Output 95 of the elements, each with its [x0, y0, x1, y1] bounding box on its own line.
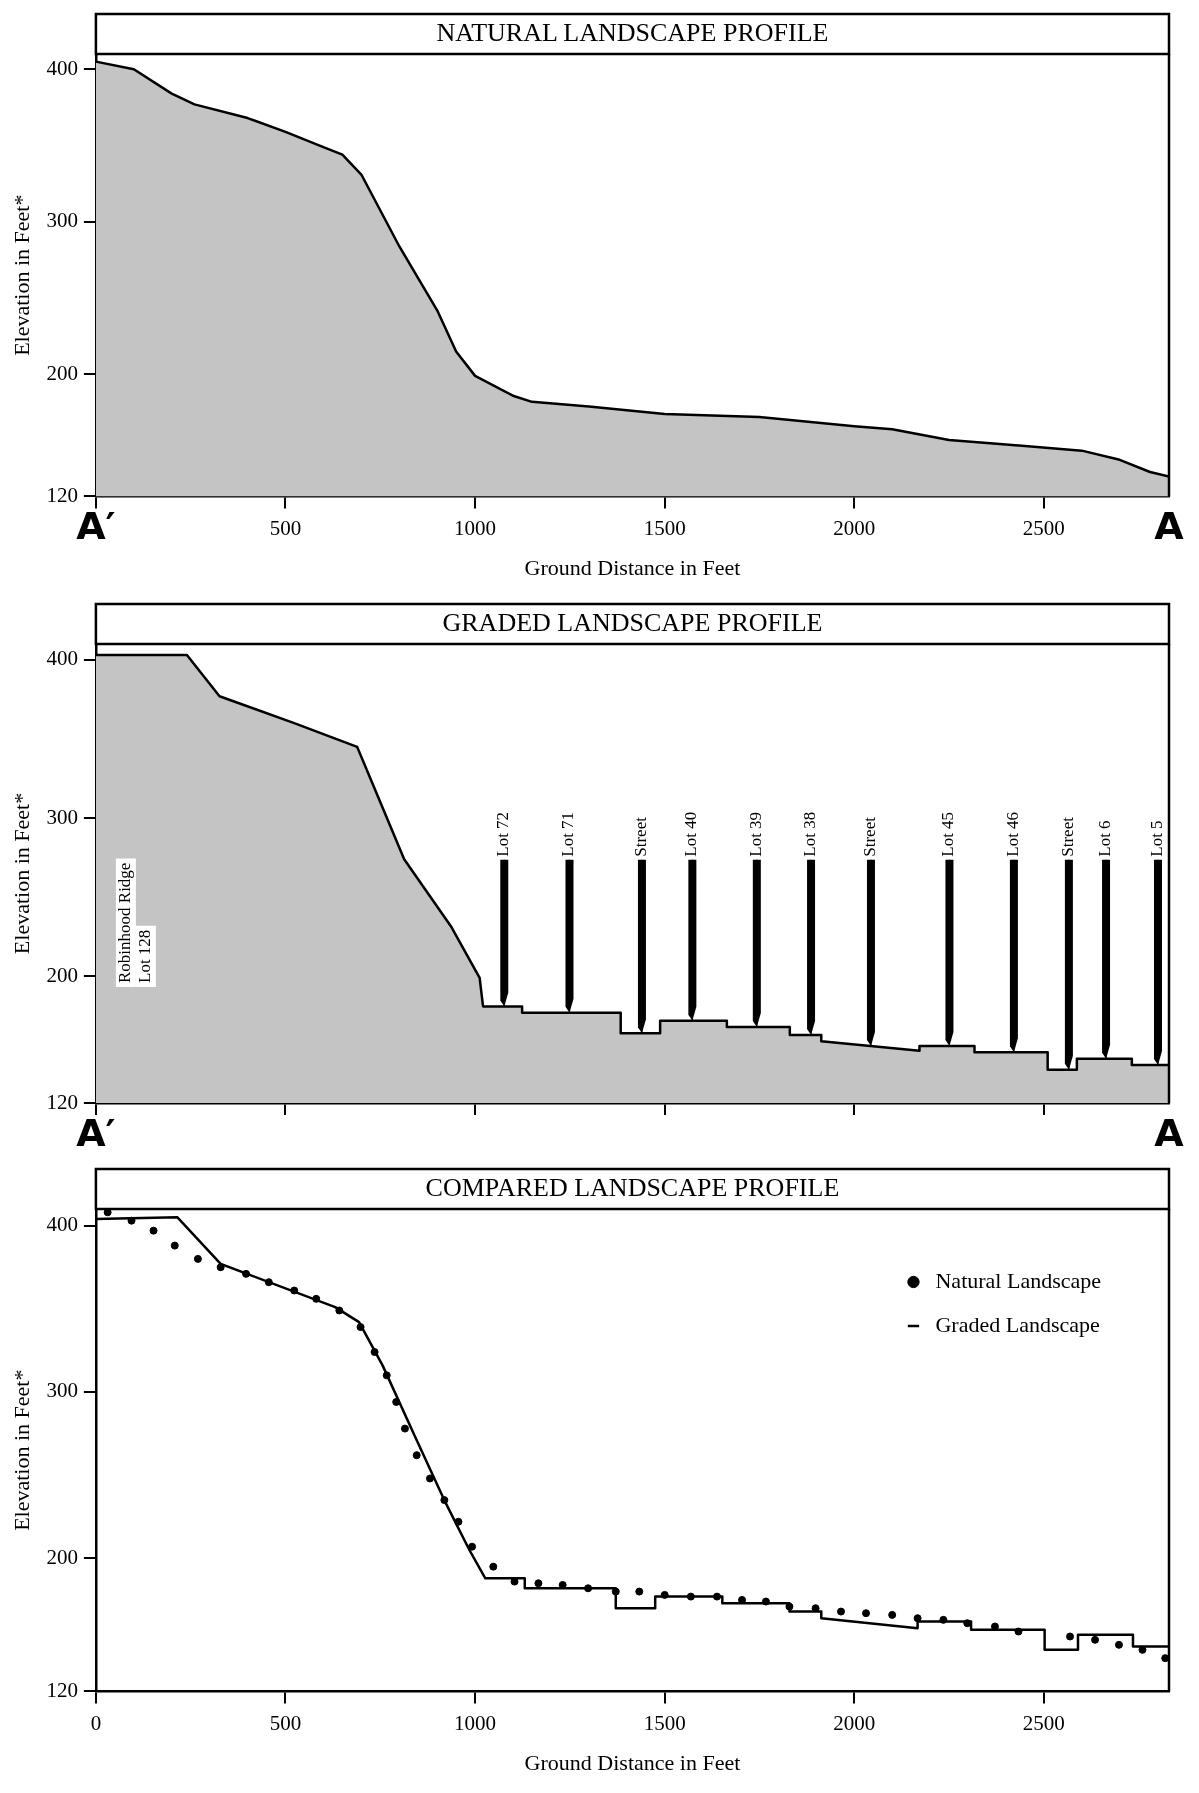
y-tick-label: 400 — [46, 55, 78, 80]
legend-label: Graded Landscape — [935, 1311, 1100, 1337]
point — [425, 1474, 434, 1483]
y-axis-title: Elevation in Feet* — [8, 792, 34, 955]
point — [963, 1619, 972, 1628]
y-tick-label: 120 — [46, 1089, 78, 1114]
x-tick-label: 1000 — [454, 1710, 497, 1735]
chart-title: COMPARED LANDSCAPE PROFILE — [425, 1172, 840, 1202]
point — [939, 1615, 948, 1624]
point — [149, 1226, 158, 1235]
point — [412, 1451, 421, 1460]
annotation: Lot 38 — [799, 811, 819, 857]
point — [1091, 1635, 1100, 1644]
point — [440, 1496, 449, 1505]
point — [264, 1278, 273, 1287]
x-tick-label: 1500 — [643, 1710, 686, 1735]
point — [356, 1323, 365, 1332]
annotation: Street — [859, 816, 879, 857]
x-tick-label: 1500 — [643, 515, 686, 540]
chart-title: GRADED LANDSCAPE PROFILE — [442, 607, 823, 637]
point — [335, 1306, 344, 1315]
annotation: Lot 71 — [558, 811, 578, 857]
point — [913, 1614, 922, 1623]
x-tick-label: 2000 — [833, 515, 876, 540]
annotation: Lot 6 — [1094, 820, 1114, 857]
text: A′ — [76, 1110, 116, 1155]
point — [888, 1610, 897, 1619]
point — [400, 1424, 409, 1433]
point — [370, 1348, 379, 1357]
point — [584, 1584, 593, 1593]
point — [1014, 1627, 1023, 1636]
point — [468, 1542, 477, 1551]
point — [534, 1579, 543, 1588]
text: A — [1154, 1110, 1185, 1155]
point — [713, 1592, 722, 1601]
x-tick-label: 2500 — [1022, 515, 1065, 540]
x-tick-label: 2000 — [833, 1710, 876, 1735]
y-tick-label: 120 — [46, 482, 78, 507]
y-axis-title: Elevation in Feet* — [8, 194, 34, 356]
y-tick-label: 400 — [46, 646, 78, 671]
point — [761, 1597, 770, 1606]
text: A′ — [76, 504, 116, 549]
x-axis-title: Ground Distance in Feet — [524, 1749, 741, 1775]
point — [170, 1241, 179, 1250]
y-tick-label: 200 — [46, 962, 78, 987]
annotation: Robinhood Ridge — [115, 862, 135, 983]
point — [216, 1263, 225, 1272]
point — [193, 1254, 202, 1263]
y-tick-label: 300 — [46, 208, 78, 233]
x-tick-label: 0 — [90, 1710, 102, 1735]
point — [660, 1590, 669, 1599]
y-tick-label: 300 — [46, 804, 78, 829]
point — [489, 1562, 498, 1571]
x-tick-label: 1000 — [454, 515, 497, 540]
point — [127, 1216, 136, 1225]
y-axis-title: Elevation in Feet* — [8, 1369, 34, 1531]
point — [454, 1517, 463, 1526]
point — [811, 1604, 820, 1613]
annotation: Lot 46 — [1002, 811, 1022, 857]
x-tick-label: 500 — [269, 515, 302, 540]
point — [686, 1592, 695, 1601]
y-tick-label: 200 — [46, 1544, 78, 1569]
point — [862, 1609, 871, 1618]
point — [392, 1397, 401, 1406]
point — [1114, 1640, 1123, 1649]
point — [1066, 1632, 1075, 1641]
annotation: Lot 5 — [1146, 820, 1166, 857]
annotation: Street — [630, 816, 650, 857]
chart-title: NATURAL LANDSCAPE PROFILE — [436, 17, 829, 47]
point — [611, 1587, 620, 1596]
y-tick-label: 400 — [46, 1212, 78, 1237]
x-axis-title: Ground Distance in Feet — [524, 554, 741, 580]
annotation: Lot 39 — [745, 811, 765, 857]
annotation: Lot 72 — [493, 811, 513, 857]
y-tick-label: 200 — [46, 360, 78, 385]
point — [290, 1286, 299, 1295]
text: A — [1154, 504, 1185, 549]
legend-label: Natural Landscape — [935, 1267, 1101, 1293]
annotation: Lot 128 — [135, 929, 155, 983]
annotation: Street — [1057, 816, 1077, 857]
point — [242, 1269, 251, 1278]
y-tick-label: 300 — [46, 1378, 78, 1403]
point — [635, 1587, 644, 1596]
annotation: Lot 45 — [938, 811, 958, 857]
point — [382, 1371, 391, 1380]
annotation: Lot 40 — [681, 811, 701, 857]
point — [103, 1209, 112, 1217]
x-tick-label: 500 — [269, 1710, 302, 1735]
x-tick-label: 2500 — [1022, 1710, 1065, 1735]
point — [312, 1294, 321, 1303]
point — [1138, 1645, 1147, 1654]
point — [1161, 1654, 1169, 1663]
y-tick-label: 120 — [46, 1677, 78, 1702]
point — [785, 1602, 794, 1611]
point — [837, 1607, 845, 1616]
